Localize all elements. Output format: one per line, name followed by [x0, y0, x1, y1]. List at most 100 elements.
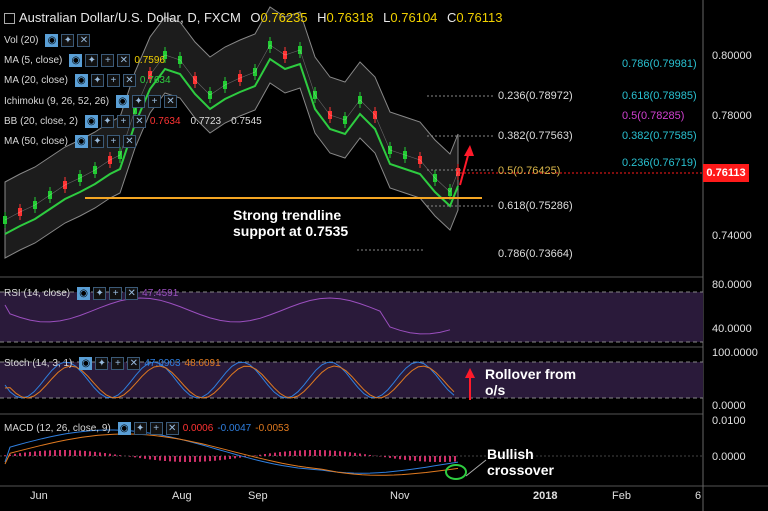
close-icon[interactable]: ✕ — [117, 54, 131, 67]
close-icon[interactable]: ✕ — [165, 422, 179, 435]
candle-body — [328, 111, 332, 119]
eye-icon[interactable]: ◉ — [84, 115, 98, 128]
macd-label: MACD (12, 26, close, 9) — [4, 423, 111, 434]
candle-body — [163, 51, 167, 59]
fib-level: 0.786(0.73664) — [498, 248, 573, 260]
macd-signal-value: -0.0053 — [255, 423, 290, 434]
indicator-vol[interactable]: Vol (20) ◉ ✦ ✕ — [4, 34, 91, 47]
settings-icon[interactable]: ✦ — [132, 95, 146, 108]
settings-icon[interactable]: ✦ — [93, 287, 107, 300]
eye-icon[interactable]: ◉ — [69, 54, 83, 67]
candle-body — [178, 56, 182, 64]
open-label: O — [250, 10, 261, 25]
indicator-value: 0.7634 — [149, 116, 181, 127]
eye-icon[interactable]: ◉ — [45, 34, 59, 47]
indicator-ma5[interactable]: MA (5, close) ◉ ✦ + ✕ 0.7596 — [4, 54, 165, 67]
close-icon[interactable]: ✕ — [164, 95, 178, 108]
crossover-pointer — [465, 459, 487, 477]
high-value: 0.76318 — [326, 10, 374, 25]
plus-icon[interactable]: + — [109, 287, 123, 300]
candle-body — [108, 156, 112, 164]
settings-icon[interactable]: ✦ — [100, 115, 114, 128]
settings-icon[interactable]: ✦ — [61, 34, 75, 47]
indicator-ichimoku[interactable]: Ichimoku (9, 26, 52, 26) ◉ ✦ + ✕ — [4, 95, 178, 108]
macd-line — [4, 429, 459, 474]
indicator-label: Vol (20) — [4, 35, 39, 46]
settings-icon[interactable]: ✦ — [90, 74, 104, 87]
close-icon[interactable]: ✕ — [127, 357, 141, 370]
time-tick: Sep — [248, 490, 268, 502]
plus-icon[interactable]: + — [116, 115, 130, 128]
candle-body — [118, 151, 122, 159]
fib-level-right: 0.236(0.76719) — [622, 157, 697, 169]
plus-icon[interactable]: + — [106, 135, 120, 148]
candle-body — [253, 68, 257, 76]
rsi-band — [0, 292, 703, 342]
close-icon[interactable]: ✕ — [77, 34, 91, 47]
rsi-legend[interactable]: RSI (14, close) ◉ ✦ + ✕ 47.4591 — [4, 287, 178, 300]
candle-body — [358, 96, 362, 104]
plus-icon[interactable]: + — [148, 95, 162, 108]
macd-tick: 0.0100 — [712, 415, 746, 427]
settings-icon[interactable]: ✦ — [95, 357, 109, 370]
price-tick: 0.74000 — [712, 230, 752, 242]
collapse-icon[interactable] — [4, 13, 15, 25]
time-tick: Feb — [612, 490, 631, 502]
close-icon[interactable]: ✕ — [132, 115, 146, 128]
rsi-label: RSI (14, close) — [4, 288, 71, 299]
indicator-ma20[interactable]: MA (20, close) ◉ ✦ + ✕ 0.7634 — [4, 74, 171, 87]
settings-icon[interactable]: ✦ — [85, 54, 99, 67]
trendline-annotation: Strong trendline support at 0.7535 — [233, 207, 349, 239]
plus-icon[interactable]: + — [149, 422, 163, 435]
time-tick: Nov — [390, 490, 410, 502]
candle-body — [48, 191, 52, 199]
indicator-ma50[interactable]: MA (50, close) ◉ ✦ + ✕ — [4, 135, 136, 148]
indicator-label: BB (20, close, 2) — [4, 116, 78, 127]
price-tick: 0.80000 — [712, 50, 752, 62]
time-tick: Jun — [30, 490, 48, 502]
chart-title: Australian Dollar/U.S. Dollar, D, FXCM — [19, 10, 241, 25]
indicator-label: MA (20, close) — [4, 75, 68, 86]
eye-icon[interactable]: ◉ — [117, 422, 131, 435]
eye-icon[interactable]: ◉ — [79, 357, 93, 370]
plus-icon[interactable]: + — [111, 357, 125, 370]
indicator-label: MA (50, close) — [4, 136, 68, 147]
candle-body — [456, 168, 460, 176]
low-label: L — [383, 10, 391, 25]
candle-body — [313, 91, 317, 99]
candle-body — [78, 174, 82, 182]
plus-icon[interactable]: + — [101, 54, 115, 67]
low-value: 0.76104 — [390, 10, 438, 25]
eye-icon[interactable]: ◉ — [74, 135, 88, 148]
eye-icon[interactable]: ◉ — [116, 95, 130, 108]
macd-tick: 0.0000 — [712, 451, 746, 463]
crossover-circle — [445, 464, 467, 480]
rsi-tick: 80.0000 — [712, 279, 752, 291]
stoch-tick: 100.0000 — [712, 347, 758, 359]
open-value: 0.76235 — [260, 10, 308, 25]
fib-level: 0.236(0.78972) — [498, 90, 573, 102]
indicator-bb[interactable]: BB (20, close, 2) ◉ ✦ + ✕ 0.7634 0.7723 0.7… — [4, 115, 262, 128]
close-icon[interactable]: ✕ — [125, 287, 139, 300]
settings-icon[interactable]: ✦ — [133, 422, 147, 435]
price-tick: 0.78000 — [712, 110, 752, 122]
plus-icon[interactable]: + — [106, 74, 120, 87]
settings-icon[interactable]: ✦ — [90, 135, 104, 148]
candle-body — [433, 174, 437, 182]
price-path — [4, 44, 459, 221]
indicator-value: 0.7634 — [139, 75, 171, 86]
macd-legend[interactable]: MACD (12, 26, close, 9) ◉ ✦ + ✕ 0.0006 -0.0… — [4, 422, 289, 435]
candle-body — [448, 188, 452, 196]
candle-body — [3, 216, 7, 224]
time-tick: 6 — [695, 490, 702, 502]
close-icon[interactable]: ✕ — [122, 135, 136, 148]
candle-body — [403, 151, 407, 159]
close-icon[interactable]: ✕ — [122, 74, 136, 87]
macd-hist-value: 0.0006 — [182, 423, 214, 434]
stoch-legend[interactable]: Stoch (14, 3, 1) ◉ ✦ + ✕ 47.0903 48.6091 — [4, 357, 221, 370]
eye-icon[interactable]: ◉ — [74, 74, 88, 87]
high-label: H — [317, 10, 327, 25]
fib-level: 0.618(0.75286) — [498, 200, 573, 212]
eye-icon[interactable]: ◉ — [77, 287, 91, 300]
